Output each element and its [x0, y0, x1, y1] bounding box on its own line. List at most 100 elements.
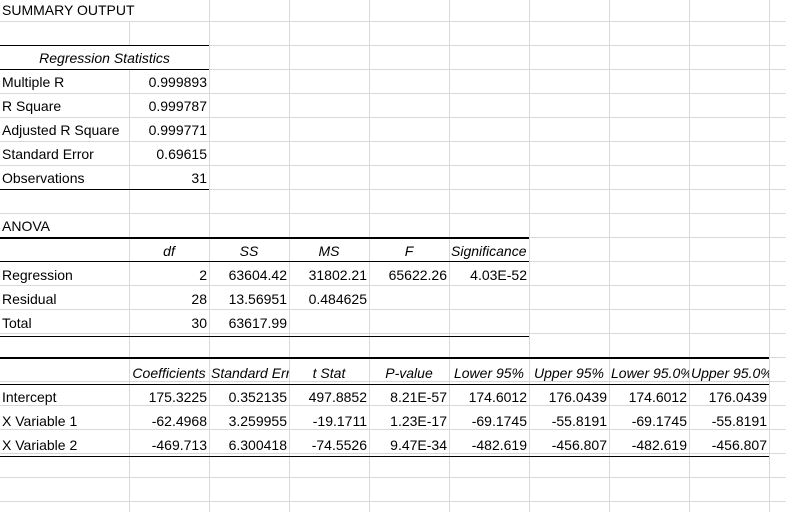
coef-cell[interactable]: 0.352135: [228, 389, 287, 405]
stat-label[interactable]: Standard Error: [2, 146, 94, 162]
stat-label[interactable]: R Square: [2, 98, 62, 114]
summary-title[interactable]: SUMMARY OUTPUT: [2, 2, 135, 18]
coef-row-label[interactable]: Intercept: [2, 389, 57, 405]
overflow-cover: [129, 0, 209, 21]
table-border: [0, 384, 769, 385]
coef-cell[interactable]: 176.0439: [548, 389, 607, 405]
coef-cell[interactable]: -456.807: [711, 437, 767, 453]
coef-cell[interactable]: -69.1745: [631, 413, 687, 429]
anova-cell[interactable]: 63617.99: [228, 315, 287, 331]
column-gridline: [369, 0, 370, 512]
regression-statistics-header[interactable]: Regression Statistics: [39, 50, 170, 66]
coef-cell[interactable]: -69.1745: [471, 413, 527, 429]
anova-header-ss[interactable]: SS: [239, 243, 259, 259]
table-border: [0, 336, 529, 337]
column-gridline: [209, 0, 210, 512]
anova-cell[interactable]: 31802.21: [308, 267, 367, 283]
stat-value[interactable]: 31: [191, 170, 207, 186]
anova-cell[interactable]: 4.03E-52: [470, 267, 527, 283]
stat-label[interactable]: Multiple R: [2, 74, 65, 90]
row-gridline: [0, 189, 786, 190]
row-gridline: [0, 501, 786, 502]
coef-header-standard-error[interactable]: Standard Error: [211, 365, 289, 381]
coef-header-lower-95-0[interactable]: Lower 95.0%: [611, 365, 689, 381]
anova-header-significance-f[interactable]: Significance F: [451, 243, 529, 259]
stat-value[interactable]: 0.69615: [156, 146, 207, 162]
coef-cell[interactable]: 176.0439: [708, 389, 767, 405]
row-gridline: [0, 477, 786, 478]
anova-cell[interactable]: 2: [199, 267, 207, 283]
stat-label[interactable]: Adjusted R Square: [2, 122, 120, 138]
anova-title[interactable]: ANOVA: [2, 218, 50, 234]
anova-cell[interactable]: 28: [191, 291, 207, 307]
anova-header-f[interactable]: F: [404, 243, 414, 259]
row-gridline: [0, 213, 786, 214]
anova-cell[interactable]: 0.484625: [308, 291, 367, 307]
coef-cell[interactable]: -55.8191: [711, 413, 767, 429]
column-gridline: [449, 0, 450, 512]
row-gridline: [0, 45, 786, 46]
table-border: [0, 261, 529, 262]
coef-cell[interactable]: 1.23E-17: [390, 413, 447, 429]
column-gridline: [769, 0, 770, 512]
coef-cell[interactable]: 175.3225: [148, 389, 207, 405]
coef-cell[interactable]: 174.6012: [628, 389, 687, 405]
coef-cell[interactable]: -482.619: [631, 437, 687, 453]
coef-header-upper-95[interactable]: Upper 95%: [533, 365, 605, 381]
row-gridline: [0, 93, 786, 94]
column-gridline: [609, 0, 610, 512]
column-gridline: [289, 0, 290, 512]
row-gridline: [0, 405, 786, 406]
row-gridline: [0, 453, 786, 454]
coef-cell[interactable]: 174.6012: [468, 389, 527, 405]
coef-cell[interactable]: 8.21E-57: [390, 389, 447, 405]
anova-header-ms[interactable]: MS: [318, 243, 340, 259]
table-border: [0, 456, 769, 457]
coef-header-t-stat[interactable]: t Stat: [312, 365, 346, 381]
coef-header-p-value[interactable]: P-value: [385, 365, 433, 381]
coef-cell[interactable]: -55.8191: [551, 413, 607, 429]
overflow-cover: [129, 46, 209, 69]
table-border: [0, 357, 769, 359]
coef-cell[interactable]: 6.300418: [228, 437, 287, 453]
stat-label[interactable]: Observations: [2, 170, 85, 186]
column-gridline: [689, 0, 690, 512]
coef-header-lower-95[interactable]: Lower 95%: [453, 365, 525, 381]
column-gridline: [529, 0, 530, 512]
coef-row-label[interactable]: X Variable 1: [2, 413, 78, 429]
table-border: [0, 237, 529, 239]
anova-cell[interactable]: 63604.42: [228, 267, 287, 283]
coef-cell[interactable]: -62.4968: [151, 413, 207, 429]
coef-cell[interactable]: 9.47E-34: [390, 437, 447, 453]
coef-cell[interactable]: -456.807: [551, 437, 607, 453]
row-gridline: [0, 117, 786, 118]
anova-row-label[interactable]: Total: [2, 315, 32, 331]
row-gridline: [0, 429, 786, 430]
coef-cell[interactable]: 497.8852: [308, 389, 367, 405]
anova-row-label[interactable]: Residual: [2, 291, 57, 307]
coef-cell[interactable]: 3.259955: [228, 413, 287, 429]
table-border: [0, 189, 209, 190]
anova-cell[interactable]: 13.56951: [228, 291, 287, 307]
anova-cell[interactable]: 30: [191, 315, 207, 331]
coef-cell[interactable]: -74.5526: [311, 437, 367, 453]
coef-cell[interactable]: -19.1711: [312, 413, 367, 429]
row-gridline: [0, 165, 786, 166]
table-border: [0, 45, 209, 46]
column-gridline: [129, 0, 130, 512]
stat-value[interactable]: 0.999771: [148, 122, 207, 138]
row-gridline: [0, 381, 786, 382]
anova-row-label[interactable]: Regression: [2, 267, 73, 283]
row-gridline: [0, 333, 786, 334]
anova-header-df[interactable]: df: [163, 243, 175, 259]
row-gridline: [0, 309, 786, 310]
anova-cell[interactable]: 65622.26: [388, 267, 447, 283]
coef-row-label[interactable]: X Variable 2: [2, 437, 78, 453]
coef-cell[interactable]: -482.619: [471, 437, 527, 453]
coef-header-upper-95-0[interactable]: Upper 95.0%: [691, 365, 769, 381]
coef-header-coefficients[interactable]: Coefficients: [132, 365, 206, 381]
stat-value[interactable]: 0.999893: [148, 74, 207, 90]
coef-cell[interactable]: -469.713: [151, 437, 207, 453]
stat-value[interactable]: 0.999787: [148, 98, 207, 114]
